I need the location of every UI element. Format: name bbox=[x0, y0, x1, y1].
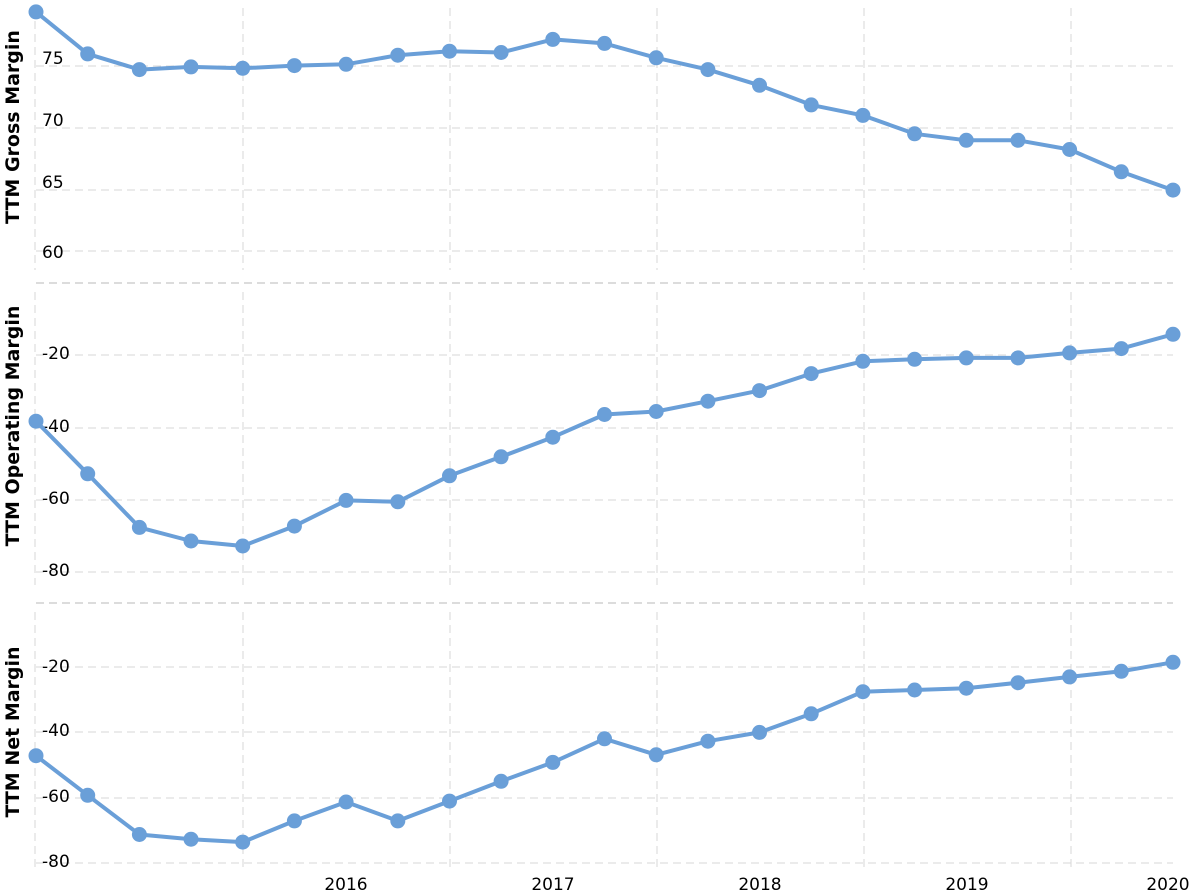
data-point bbox=[597, 407, 612, 422]
data-point bbox=[1165, 654, 1181, 670]
data-point bbox=[545, 429, 561, 445]
data-point bbox=[286, 813, 302, 829]
data-point bbox=[597, 731, 612, 747]
data-point bbox=[1010, 350, 1026, 366]
data-point bbox=[648, 404, 664, 419]
data-point bbox=[131, 827, 147, 842]
data-point bbox=[442, 468, 457, 484]
data-point bbox=[183, 59, 199, 75]
data-point bbox=[1010, 132, 1026, 148]
data-point bbox=[700, 393, 716, 409]
data-point bbox=[235, 834, 251, 850]
data-point bbox=[1165, 182, 1181, 198]
series-line bbox=[34, 660, 1174, 845]
data-point bbox=[752, 77, 767, 93]
data-point bbox=[131, 519, 147, 535]
x-axis: 2016 2017 2018 2019 2020 bbox=[324, 875, 1189, 895]
data-point bbox=[700, 733, 716, 749]
data-point bbox=[183, 831, 199, 847]
operating-margin-panel: TTM Operating Margin -20-40-60-80 bbox=[2, 292, 1181, 585]
y-tick-label: 65 bbox=[42, 173, 64, 193]
y-tick-label: -60 bbox=[42, 489, 70, 509]
data-point bbox=[80, 787, 96, 803]
y-tick-label: -20 bbox=[42, 657, 70, 677]
data-point bbox=[648, 747, 664, 763]
data-point bbox=[597, 35, 612, 51]
data-point bbox=[28, 748, 44, 764]
data-point bbox=[803, 97, 819, 113]
data-point bbox=[1010, 675, 1026, 691]
data-point bbox=[80, 466, 96, 482]
data-point bbox=[907, 126, 923, 142]
data-point bbox=[855, 684, 871, 700]
data-point bbox=[1165, 326, 1181, 342]
y-tick-label: 75 bbox=[42, 49, 64, 69]
data-point bbox=[28, 4, 44, 20]
y-tick-label: -80 bbox=[42, 852, 70, 872]
gross-margin-panel: TTM Gross Margin 75 70 65 60 bbox=[2, 4, 1181, 270]
data-point bbox=[338, 492, 354, 508]
data-point bbox=[286, 518, 302, 534]
data-point bbox=[493, 45, 509, 60]
data-point bbox=[442, 793, 457, 809]
net-margin-panel: TTM Net Margin -20 -40 -60 -80 bbox=[2, 612, 1181, 872]
data-point bbox=[958, 350, 974, 366]
data-point bbox=[131, 62, 147, 78]
y-tick-label: 70 bbox=[42, 111, 64, 131]
data-point bbox=[545, 754, 561, 770]
data-point bbox=[855, 107, 871, 123]
data-point bbox=[752, 383, 767, 399]
data-point bbox=[855, 353, 871, 369]
data-point bbox=[390, 813, 406, 829]
data-point bbox=[1062, 345, 1078, 361]
data-point bbox=[958, 680, 974, 696]
data-point bbox=[1113, 663, 1129, 679]
net-margin-axis-label: TTM Net Margin bbox=[2, 646, 24, 817]
data-point bbox=[752, 724, 767, 740]
data-point bbox=[183, 533, 199, 549]
data-point bbox=[338, 56, 354, 72]
data-point bbox=[235, 60, 251, 76]
data-point bbox=[648, 50, 664, 66]
data-point bbox=[958, 132, 974, 148]
data-point bbox=[28, 413, 44, 429]
data-point bbox=[1113, 341, 1129, 357]
data-point bbox=[235, 538, 251, 554]
y-tick-label: -60 bbox=[42, 787, 70, 807]
data-point bbox=[286, 58, 302, 74]
y-tick-label: -20 bbox=[42, 344, 70, 364]
x-tick-label: 2020 bbox=[1146, 875, 1189, 895]
gross-margin-axis-label: TTM Gross Margin bbox=[2, 30, 24, 224]
data-point bbox=[803, 706, 819, 722]
data-point bbox=[390, 47, 406, 63]
data-point bbox=[493, 449, 509, 465]
x-tick-label: 2016 bbox=[324, 875, 367, 895]
data-point bbox=[907, 351, 923, 367]
y-tick-label: -80 bbox=[42, 561, 70, 581]
y-tick-label: 60 bbox=[42, 243, 64, 263]
series-line bbox=[34, 332, 1174, 548]
data-point bbox=[803, 366, 819, 382]
data-point bbox=[1113, 164, 1129, 180]
operating-margin-axis-label: TTM Operating Margin bbox=[2, 306, 24, 547]
y-tick-label: -40 bbox=[42, 721, 70, 741]
x-tick-label: 2019 bbox=[945, 875, 988, 895]
data-point bbox=[700, 62, 716, 78]
data-point bbox=[545, 31, 561, 47]
data-point bbox=[80, 46, 96, 62]
x-tick-label: 2017 bbox=[531, 875, 574, 895]
data-point bbox=[338, 794, 354, 810]
data-point bbox=[493, 773, 509, 789]
data-point bbox=[390, 494, 406, 510]
x-tick-label: 2018 bbox=[738, 875, 781, 895]
data-point bbox=[442, 43, 457, 59]
data-point bbox=[907, 682, 923, 698]
data-point bbox=[1062, 669, 1078, 685]
data-point bbox=[1062, 142, 1078, 157]
